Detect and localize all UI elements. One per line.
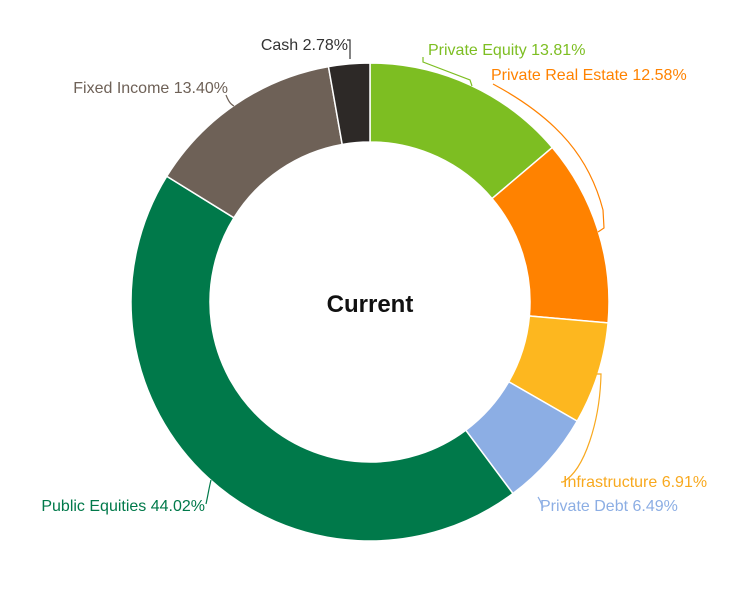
leader-line-public-equities <box>205 479 212 505</box>
label-public-equities: Public Equities 44.02% <box>41 498 205 515</box>
label-fixed-income: Fixed Income 13.40% <box>73 80 228 97</box>
label-cash: Cash 2.78% <box>261 37 348 54</box>
leader-line-private-debt <box>537 496 544 509</box>
label-private-equity: Private Equity 13.81% <box>428 42 585 59</box>
leader-line-cash <box>347 39 351 59</box>
leader-line-private-equity <box>422 57 473 87</box>
leader-line-infrastructure <box>561 373 602 483</box>
label-private-debt: Private Debt 6.49% <box>540 498 678 515</box>
label-infrastructure: Infrastructure 6.91% <box>563 474 707 491</box>
leader-line-fixed-income <box>225 94 235 107</box>
slice-public-equities[interactable] <box>130 175 515 542</box>
label-private-real-estate: Private Real Estate 12.58% <box>491 67 687 84</box>
chart-center-title: Current <box>327 291 414 318</box>
leader-line-private-real-estate <box>492 83 605 233</box>
slice-cash[interactable] <box>327 62 371 146</box>
